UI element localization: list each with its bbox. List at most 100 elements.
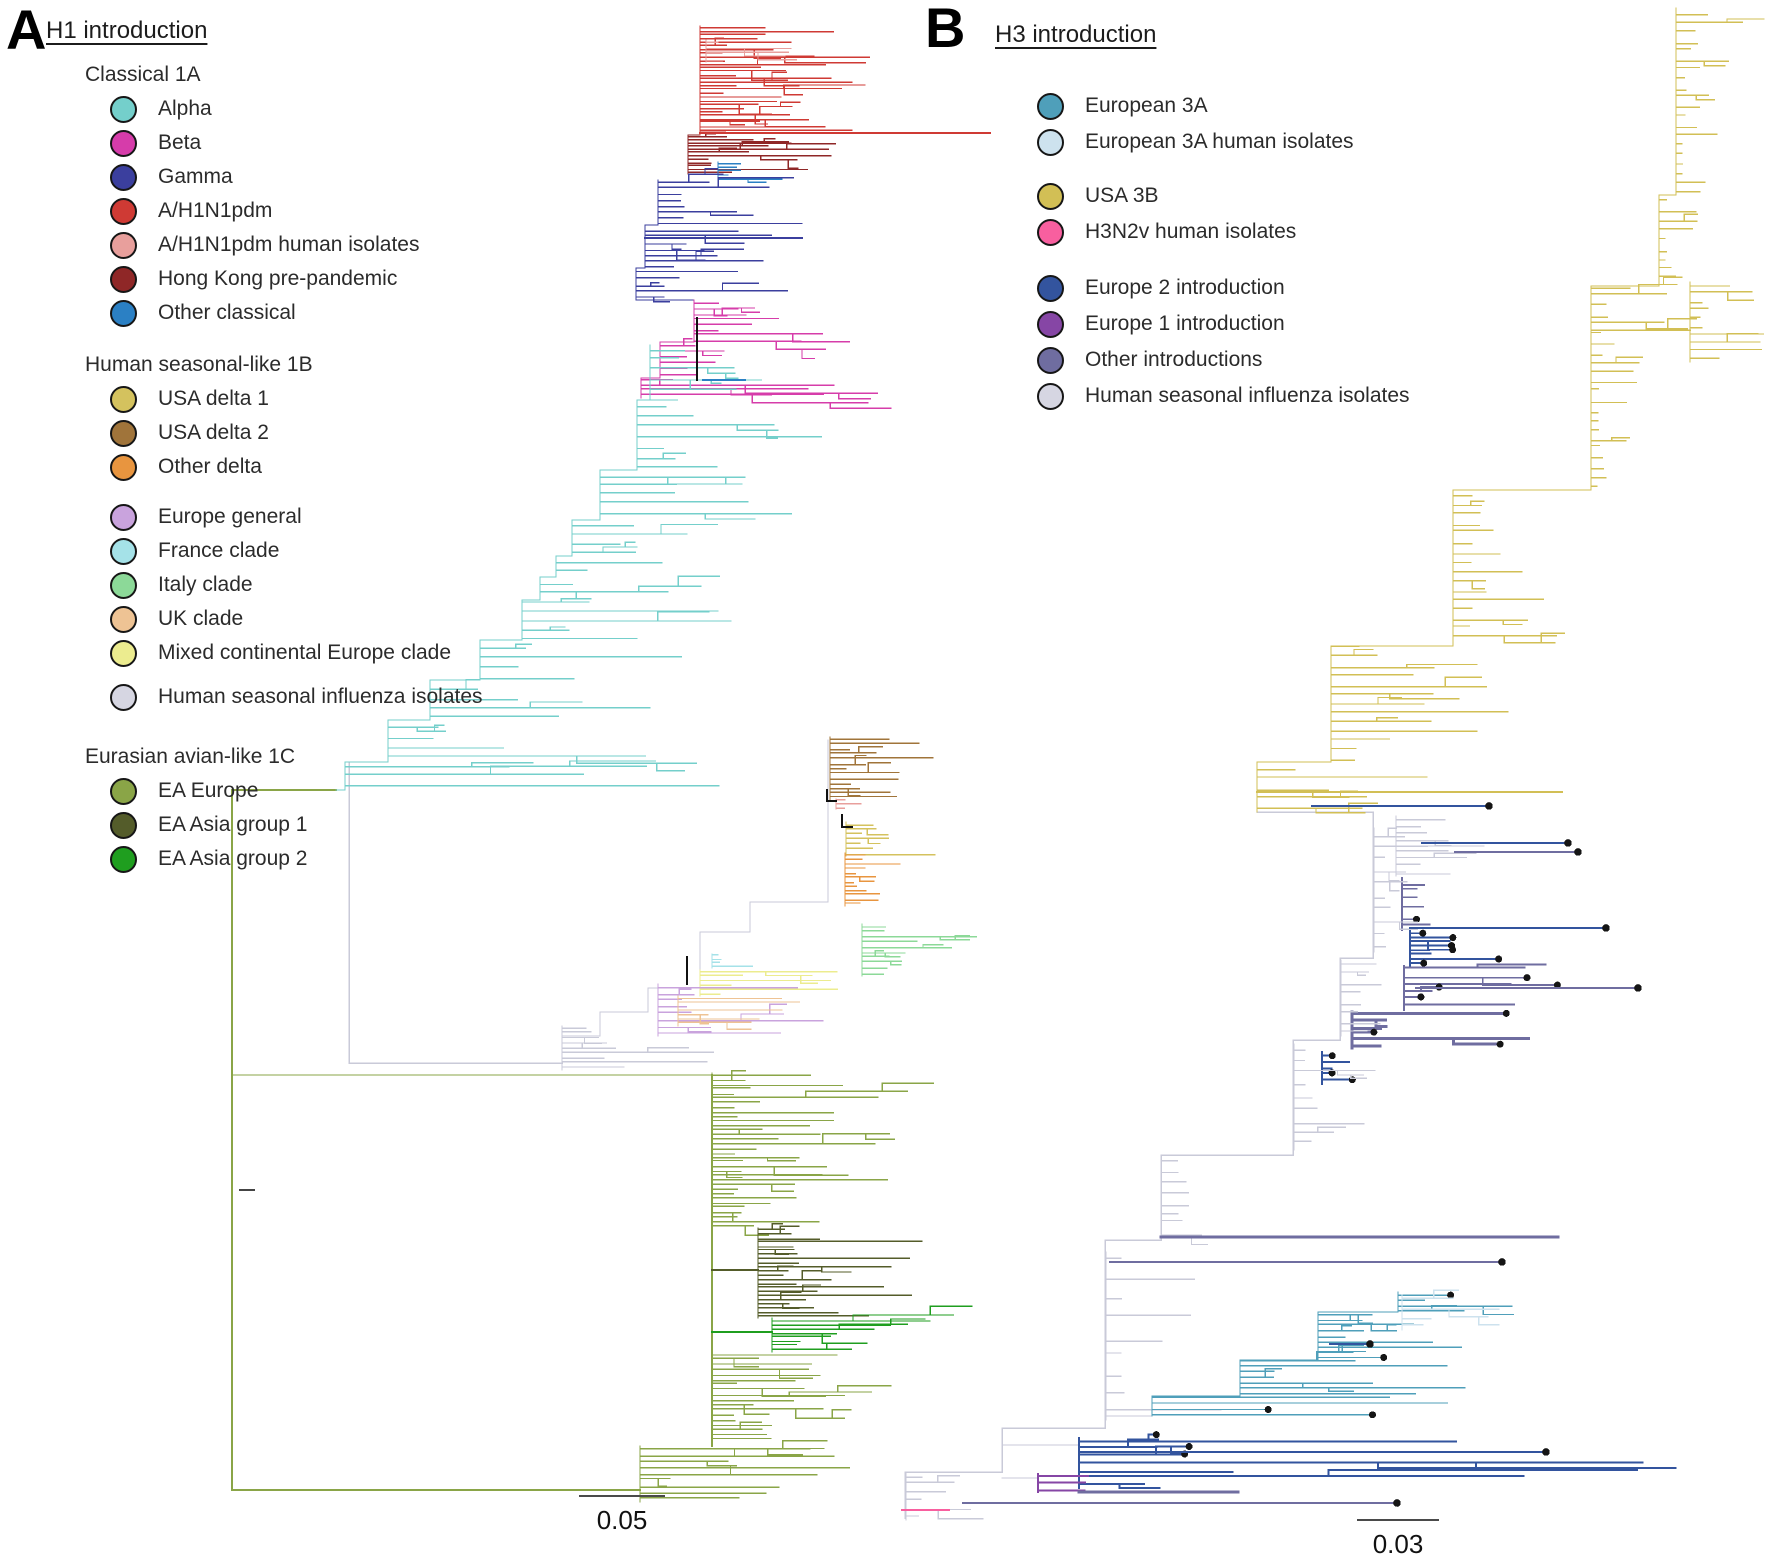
legend-item-label: Alpha: [158, 97, 212, 120]
legend-item-label: Italy clade: [158, 573, 253, 596]
color-swatch-icon: [110, 639, 137, 667]
legend-section-header: Classical 1A: [85, 63, 201, 86]
color-swatch-icon: [1037, 346, 1064, 374]
legend-a-title: H1 introduction: [46, 17, 208, 44]
legend-item-list: USA 3B H3N2v human isolates: [995, 178, 1410, 250]
legend-item: Beta: [46, 126, 483, 160]
legend-section-europe-clades: Europe general France clade Italy clade …: [46, 500, 483, 670]
legend-item-label: Human seasonal influenza isolates: [158, 685, 483, 708]
legend-item: H3N2v human isolates: [995, 214, 1410, 250]
panel-label-a: A: [6, 0, 47, 61]
color-swatch-icon: [110, 129, 137, 157]
legend-section-header: Human seasonal-like 1B: [85, 353, 313, 376]
color-swatch-icon: [110, 299, 137, 327]
scale-bar-value: 0.05: [596, 1505, 648, 1535]
legend-item-label: A/H1N1pdm: [158, 199, 273, 222]
color-swatch-icon: [110, 419, 137, 447]
legend-item: Alpha: [46, 92, 483, 126]
legend-item: Human seasonal influenza isolates: [995, 378, 1410, 414]
legend-item-label: H3N2v human isolates: [1085, 220, 1297, 243]
color-swatch-icon: [110, 197, 137, 225]
legend-item: UK clade: [46, 602, 483, 636]
legend-item-label: Other classical: [158, 301, 296, 324]
legend-section-usa-3b: USA 3B H3N2v human isolates: [995, 178, 1410, 250]
color-swatch-icon: [110, 777, 137, 805]
color-swatch-icon: [1037, 310, 1064, 338]
legend-item: EA Asia group 2: [46, 842, 483, 876]
legend-h3-introduction: H3 introduction European 3A European 3A …: [995, 20, 1410, 414]
color-swatch-icon: [110, 845, 137, 873]
color-swatch-icon: [110, 683, 137, 711]
legend-item: USA delta 2: [46, 416, 483, 450]
legend-item: USA delta 1: [46, 382, 483, 416]
legend-item-list: Alpha Beta Gamma A/H1N1pdm: [46, 92, 483, 330]
legend-item: Other introductions: [995, 342, 1410, 378]
legend-item-label: USA delta 2: [158, 421, 269, 444]
legend-item-label: EA Asia group 2: [158, 847, 308, 870]
legend-section-header: Eurasian avian-like 1C: [85, 745, 296, 768]
scale-bar-value: 0.03: [1372, 1529, 1424, 1559]
legend-item: Europe 2 introduction: [995, 270, 1410, 306]
legend-item-list: Human seasonal influenza isolates: [46, 680, 483, 714]
legend-item-list: Europe general France clade Italy clade …: [46, 500, 483, 670]
color-swatch-icon: [110, 537, 137, 565]
legend-item-label: A/H1N1pdm human isolates: [158, 233, 420, 256]
legend-b-title: H3 introduction: [995, 21, 1157, 48]
legend-item-list: USA delta 1 USA delta 2 Other delta: [46, 382, 483, 484]
legend-section-classical-1a: Classical 1A Alpha Beta Gamma: [46, 58, 483, 330]
legend-item-label: UK clade: [158, 607, 244, 630]
legend-item-label: EA Asia group 1: [158, 813, 308, 836]
legend-item: Gamma: [46, 160, 483, 194]
legend-item: A/H1N1pdm human isolates: [46, 228, 483, 262]
color-swatch-icon: [110, 811, 137, 839]
legend-item: Human seasonal influenza isolates: [46, 680, 483, 714]
legend-item: Europe general: [46, 500, 483, 534]
legend-item: France clade: [46, 534, 483, 568]
legend-item-label: Europe 1 introduction: [1085, 312, 1285, 335]
scale-bar-line: [1357, 1519, 1439, 1521]
legend-item: Other delta: [46, 450, 483, 484]
color-swatch-icon: [110, 95, 137, 123]
legend-item-label: Mixed continental Europe clade: [158, 641, 452, 664]
color-swatch-icon: [1037, 382, 1064, 410]
legend-item-label: Europe general: [158, 505, 302, 528]
color-swatch-icon: [110, 605, 137, 633]
legend-item: EA Europe: [46, 774, 483, 808]
legend-item-list: European 3A European 3A human isolates: [995, 88, 1410, 160]
legend-section-human-seasonal-1b: Human seasonal-like 1B USA delta 1 USA d…: [46, 348, 483, 484]
legend-item-label: Gamma: [158, 165, 233, 188]
legend-item-label: USA 3B: [1085, 184, 1159, 207]
legend-item: USA 3B: [995, 178, 1410, 214]
scale-bar-panel-b: 0.03: [1357, 1519, 1439, 1560]
legend-item-label: Hong Kong pre-pandemic: [158, 267, 398, 290]
legend-item: European 3A: [995, 88, 1410, 124]
legend-section-european-3a: European 3A European 3A human isolates: [995, 88, 1410, 160]
color-swatch-icon: [1037, 92, 1064, 120]
color-swatch-icon: [1037, 274, 1064, 302]
color-swatch-icon: [1037, 128, 1064, 156]
legend-h1-introduction: H1 introduction Classical 1A Alpha Beta …: [46, 16, 483, 876]
color-swatch-icon: [110, 453, 137, 481]
legend-item: Mixed continental Europe clade: [46, 636, 483, 670]
scale-bar-line: [579, 1495, 665, 1497]
legend-item: European 3A human isolates: [995, 124, 1410, 160]
legend-section-human-seasonal-isolates: Human seasonal influenza isolates: [46, 680, 483, 714]
legend-item-label: Beta: [158, 131, 202, 154]
legend-item-label: European 3A: [1085, 94, 1208, 117]
scale-bar-panel-a: 0.05: [579, 1495, 665, 1536]
legend-item: Hong Kong pre-pandemic: [46, 262, 483, 296]
legend-item-label: Other delta: [158, 455, 262, 478]
legend-section-eurasian-avian-1c: Eurasian avian-like 1C EA Europe EA Asia…: [46, 740, 483, 876]
legend-item-label: EA Europe: [158, 779, 259, 802]
color-swatch-icon: [110, 503, 137, 531]
color-swatch-icon: [110, 163, 137, 191]
color-swatch-icon: [1037, 182, 1064, 210]
color-swatch-icon: [110, 265, 137, 293]
legend-item: Europe 1 introduction: [995, 306, 1410, 342]
legend-item: Italy clade: [46, 568, 483, 602]
legend-item-list: EA Europe EA Asia group 1 EA Asia group …: [46, 774, 483, 876]
color-swatch-icon: [1037, 218, 1064, 246]
color-swatch-icon: [110, 231, 137, 259]
